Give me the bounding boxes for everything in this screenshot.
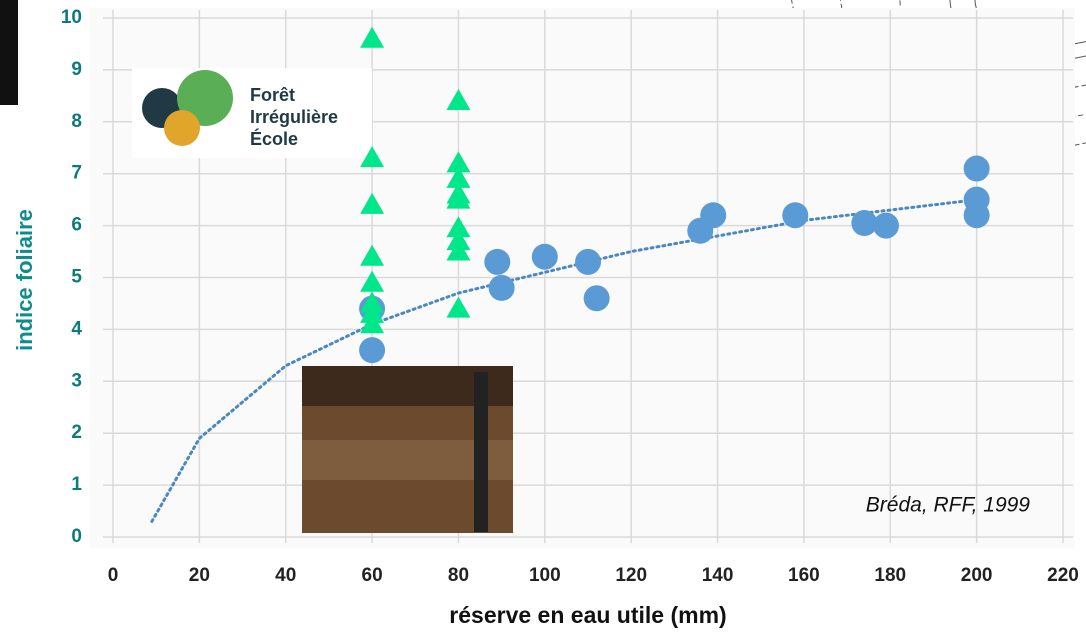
annotation: Bréda, RFF, 1999 bbox=[866, 494, 1031, 517]
x-tick-label: 80 bbox=[448, 565, 469, 586]
point bbox=[584, 285, 610, 311]
x-tick-label: 0 bbox=[108, 565, 119, 586]
y-tick-label: 7 bbox=[71, 163, 82, 184]
x-tick-label: 180 bbox=[874, 565, 906, 586]
point bbox=[532, 244, 558, 270]
point bbox=[873, 213, 899, 239]
logo-text: Irrégulière bbox=[250, 107, 338, 127]
point bbox=[575, 249, 601, 275]
point bbox=[964, 156, 990, 182]
y-tick-label: 4 bbox=[71, 318, 82, 339]
x-tick-label: 220 bbox=[1047, 565, 1079, 586]
point bbox=[484, 249, 510, 275]
logo-text: École bbox=[250, 128, 298, 149]
x-tick-label: 100 bbox=[529, 565, 561, 586]
x-tick-label: 120 bbox=[615, 565, 647, 586]
y-tick-label: 2 bbox=[71, 422, 82, 443]
point bbox=[700, 202, 726, 228]
y-tick-label: 1 bbox=[71, 474, 82, 495]
x-axis-label: réserve en eau utile (mm) bbox=[449, 602, 726, 628]
y-tick-label: 0 bbox=[71, 526, 82, 547]
point bbox=[489, 275, 515, 301]
y-tick-label: 9 bbox=[71, 59, 82, 80]
corner-block bbox=[0, 0, 18, 105]
x-tick-label: 200 bbox=[961, 565, 993, 586]
y-tick-label: 5 bbox=[71, 267, 82, 288]
point bbox=[964, 202, 990, 228]
photo-ruler bbox=[474, 372, 488, 532]
point bbox=[782, 202, 808, 228]
y-tick-label: 3 bbox=[71, 370, 82, 391]
y-tick-label: 8 bbox=[71, 111, 82, 132]
x-tick-label: 160 bbox=[788, 565, 820, 586]
y-tick-label: 6 bbox=[71, 215, 82, 236]
x-tick-label: 40 bbox=[275, 565, 296, 586]
y-tick-label: 10 bbox=[61, 7, 82, 28]
logo-tree bbox=[164, 110, 200, 146]
x-tick-label: 20 bbox=[189, 565, 210, 586]
point bbox=[359, 337, 385, 363]
y-axis-label: indice foliaire bbox=[12, 209, 37, 351]
chart: indice foliaire réserve en eau utile (mm… bbox=[0, 0, 1086, 636]
soil-photo bbox=[302, 366, 513, 533]
x-tick-label: 60 bbox=[362, 565, 383, 586]
x-tick-label: 140 bbox=[702, 565, 734, 586]
logo-text: Forêt bbox=[250, 85, 295, 105]
